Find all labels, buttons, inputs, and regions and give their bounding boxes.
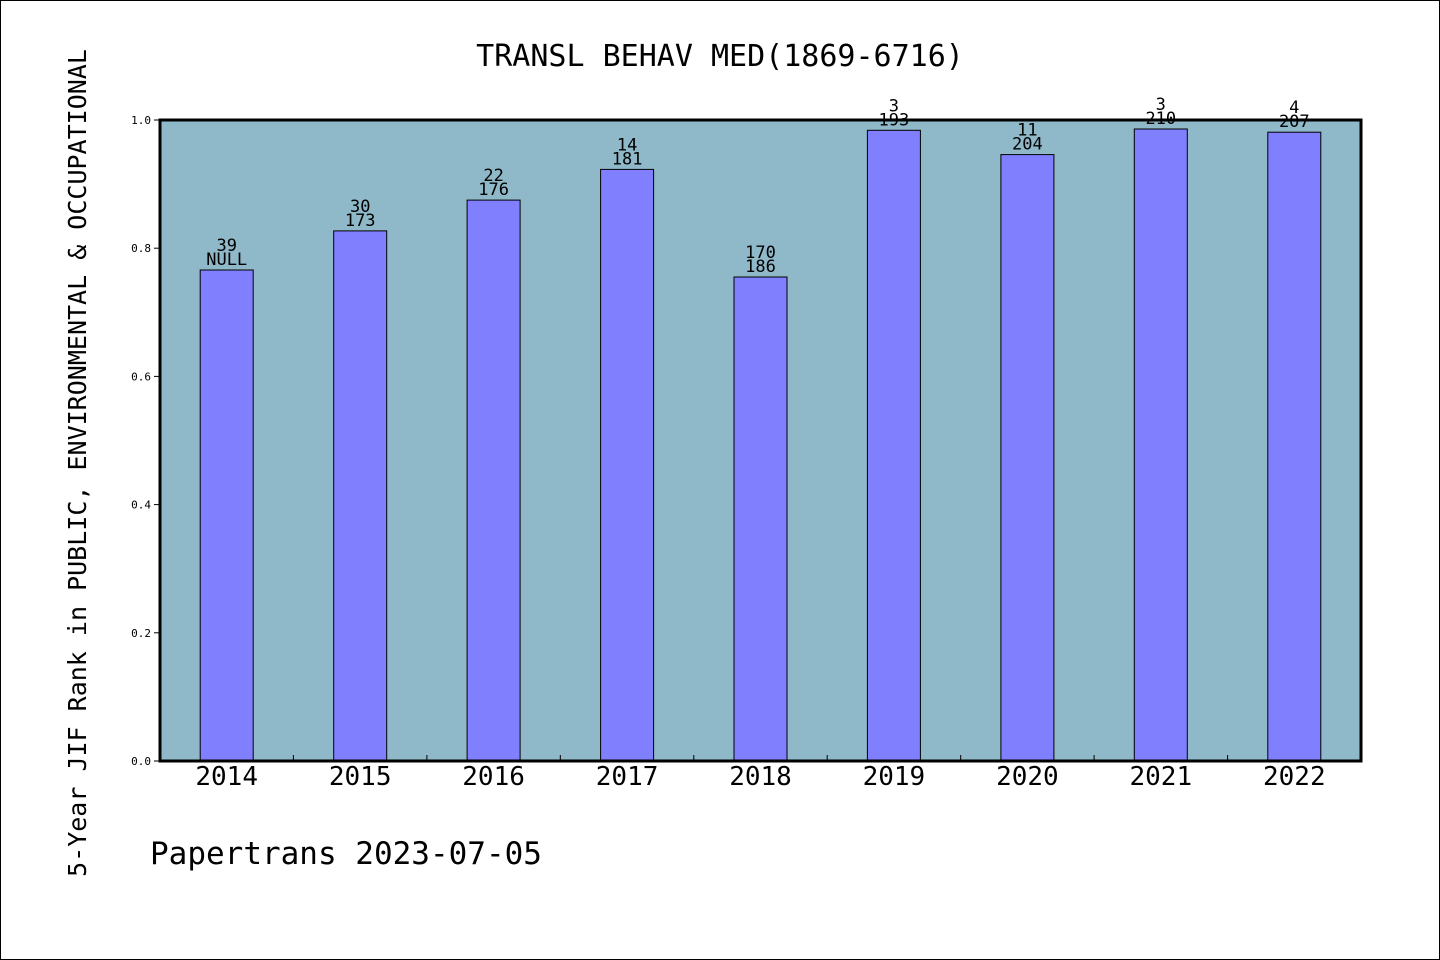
y-tick-label: 0.8 bbox=[131, 242, 151, 255]
y-axis-label: 5-Year JIF Rank in PUBLIC, ENVIRONMENTAL… bbox=[63, 49, 92, 877]
chart-title: TRANSL BEHAV MED(1869-6716) bbox=[476, 39, 964, 74]
x-tick-label: 2015 bbox=[329, 762, 392, 792]
bar-total-label: 173 bbox=[345, 211, 376, 231]
bar-2018 bbox=[733, 276, 788, 762]
y-tick-label: 0.4 bbox=[131, 499, 151, 512]
bar-total-label: 186 bbox=[745, 257, 776, 277]
bar-rank-label: 4 bbox=[1289, 98, 1299, 118]
x-tick-label: 2019 bbox=[863, 762, 926, 792]
bar-total-label: NULL bbox=[206, 250, 247, 270]
bar-2014 bbox=[199, 269, 254, 762]
bar-rank-label: 14 bbox=[617, 135, 637, 155]
y-tick-label: 0.2 bbox=[131, 627, 151, 640]
bar-rank-label: 3 bbox=[889, 96, 899, 116]
x-tick-label: 2020 bbox=[996, 762, 1059, 792]
bar-2019 bbox=[866, 129, 921, 762]
bar-rank-label: 39 bbox=[216, 236, 236, 256]
y-tick-label: 1.0 bbox=[131, 114, 151, 127]
bar-total-label: 207 bbox=[1279, 112, 1310, 132]
bar-total-label: 181 bbox=[612, 149, 643, 169]
bar-2017 bbox=[600, 168, 655, 762]
x-tick-label: 2017 bbox=[596, 762, 659, 792]
y-tick-label: 0.0 bbox=[131, 755, 151, 768]
x-tick-label: 2021 bbox=[1129, 762, 1192, 792]
bar-rank-label: 170 bbox=[745, 243, 776, 263]
bar-total-label: 204 bbox=[1012, 135, 1043, 155]
bar-2016 bbox=[466, 199, 521, 762]
plot-border bbox=[158, 118, 1363, 763]
x-tick-label: 2022 bbox=[1263, 762, 1326, 792]
bar-rank-label: 30 bbox=[350, 197, 370, 217]
x-axis: 2014 2015 2016 2017 2018 2019 2020 2021 2022 bbox=[195, 755, 1326, 792]
bars-group bbox=[199, 128, 1322, 762]
footer-credit: Papertrans 2023-07-05 bbox=[150, 836, 542, 872]
bar-2021 bbox=[1133, 128, 1188, 762]
x-tick-label: 2016 bbox=[462, 762, 525, 792]
bar-rank-label: 22 bbox=[483, 166, 503, 186]
y-axis: 0.0 0.2 0.4 0.6 0.8 1.0 bbox=[131, 114, 160, 768]
y-tick-label: 0.6 bbox=[131, 370, 151, 383]
bar-labels-group: 39NULL3017322176141811701863193112043210… bbox=[206, 95, 1309, 277]
x-tick-label: 2014 bbox=[195, 762, 258, 792]
bar-rank-label: 11 bbox=[1017, 121, 1037, 141]
bar-total-label: 176 bbox=[478, 180, 509, 200]
bar-2020 bbox=[1000, 154, 1055, 762]
bar-rank-label: 3 bbox=[1156, 95, 1166, 115]
bar-2022 bbox=[1267, 131, 1322, 762]
bar-2015 bbox=[333, 230, 388, 762]
x-tick-label: 2018 bbox=[729, 762, 792, 792]
